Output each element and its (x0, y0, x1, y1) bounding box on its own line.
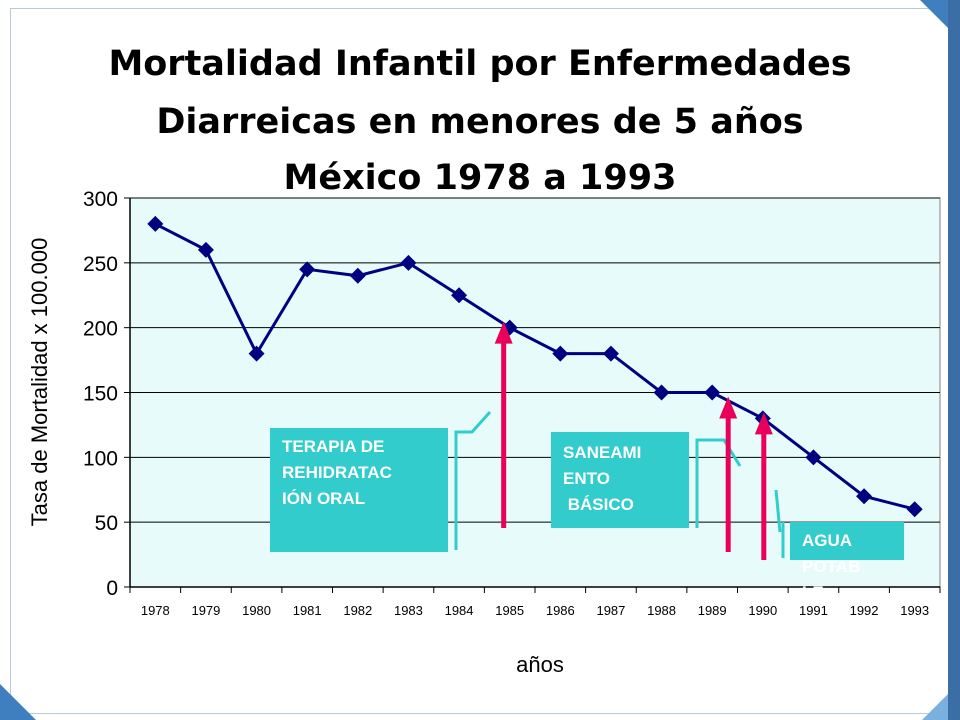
arrow-rehidratacion-head (494, 321, 513, 344)
corner-decoration-bottom-right (922, 694, 948, 720)
annotation-brackets (454, 410, 785, 558)
data-point-1993 (906, 501, 923, 518)
x-tick-label-1981: 1981 (293, 603, 322, 618)
y-tick-labels: 0 50 100 150 200 250 300 (83, 188, 118, 600)
bracket-agua-top (774, 489, 782, 533)
x-tick-label-1986: 1986 (546, 603, 575, 618)
data-point-1983 (400, 254, 417, 271)
arrow-saneamiento-head (719, 396, 738, 419)
chart-title-line-3: México 1978 a 1993 (283, 158, 677, 198)
chart-title-line-2: Diarreicas en menores de 5 años (156, 102, 804, 142)
annotation-box-agua-potable: AGUA POTAB LE (790, 522, 904, 602)
x-tick-label-1985: 1985 (495, 603, 524, 618)
data-point-1988 (653, 384, 670, 401)
x-tick-label-1992: 1992 (850, 603, 879, 618)
y-tick-label-150: 150 (83, 383, 118, 406)
data-point-1984 (451, 287, 468, 304)
annotation-arrows (494, 321, 773, 560)
data-point-1980 (248, 345, 265, 362)
y-tick-label-0: 0 (106, 577, 118, 600)
chart-title-line-1: Mortalidad Infantil por Enfermedades (108, 44, 852, 84)
corner-decoration-top-right (920, 0, 948, 28)
bracket-rehidratacion (454, 410, 492, 550)
x-tick-label-1991: 1991 (799, 603, 828, 618)
y-axis-label-text: Tasa de Mortalidad x 100.000 (27, 237, 52, 527)
y-tick-label-100: 100 (83, 447, 118, 470)
x-tick-label-1988: 1988 (647, 603, 676, 618)
annotation-text-saneamiento: SANEAMI ENTO BÁSICO (563, 443, 642, 514)
x-tick-labels: 1978 1979 1980 1981 1982 1983 1984 1985 1986 1987… (129, 587, 941, 618)
arrow-agua-potable-head (754, 412, 773, 435)
x-tick-label-1987: 1987 (596, 603, 625, 618)
x-tick-label-1984: 1984 (445, 603, 474, 618)
x-tick-label-1982: 1982 (343, 603, 372, 618)
y-tick-label-250: 250 (83, 253, 118, 276)
data-point-1989 (704, 384, 721, 401)
annotation-box-saneamiento: SANEAMI ENTO BÁSICO (551, 432, 689, 528)
y-tick-label-300: 300 (83, 188, 118, 211)
data-point-1991 (805, 449, 822, 466)
x-tick-label-1980: 1980 (242, 603, 271, 618)
data-point-1978 (147, 215, 164, 232)
x-tick-label-1990: 1990 (748, 603, 777, 618)
data-point-1986 (552, 345, 569, 362)
annotation-box-rehidratacion: TERAPIA DE REHIDRATAC IÓN ORAL (270, 428, 448, 552)
series-line (154, 222, 916, 511)
annotation-text-rehidratacion: TERAPIA DE REHIDRATAC IÓN ORAL (282, 437, 392, 508)
x-tick-label-1978: 1978 (141, 603, 170, 618)
data-point-1981 (299, 261, 316, 278)
x-tick-label-1979: 1979 (191, 603, 220, 618)
y-tick-label-50: 50 (95, 512, 118, 535)
data-markers (147, 215, 923, 518)
y-axis-label: Tasa de Mortalidad x 100.000 (27, 232, 52, 532)
bracket-saneamiento (695, 438, 742, 528)
x-tick-label-1989: 1989 (698, 603, 727, 618)
x-axis-label: años (516, 652, 564, 677)
slide-edge-bar (948, 0, 960, 720)
x-tick-label-1983: 1983 (394, 603, 423, 618)
y-tick-label-200: 200 (83, 318, 118, 341)
data-point-1979 (197, 241, 214, 258)
x-tick-label-1993: 1993 (900, 603, 929, 618)
corner-decoration-bottom-left (0, 684, 36, 720)
data-point-1992 (856, 488, 873, 505)
annotation-text-agua-potable: AGUA POTAB LE (802, 531, 861, 602)
data-point-1982 (349, 267, 366, 284)
data-point-1987 (602, 345, 619, 362)
